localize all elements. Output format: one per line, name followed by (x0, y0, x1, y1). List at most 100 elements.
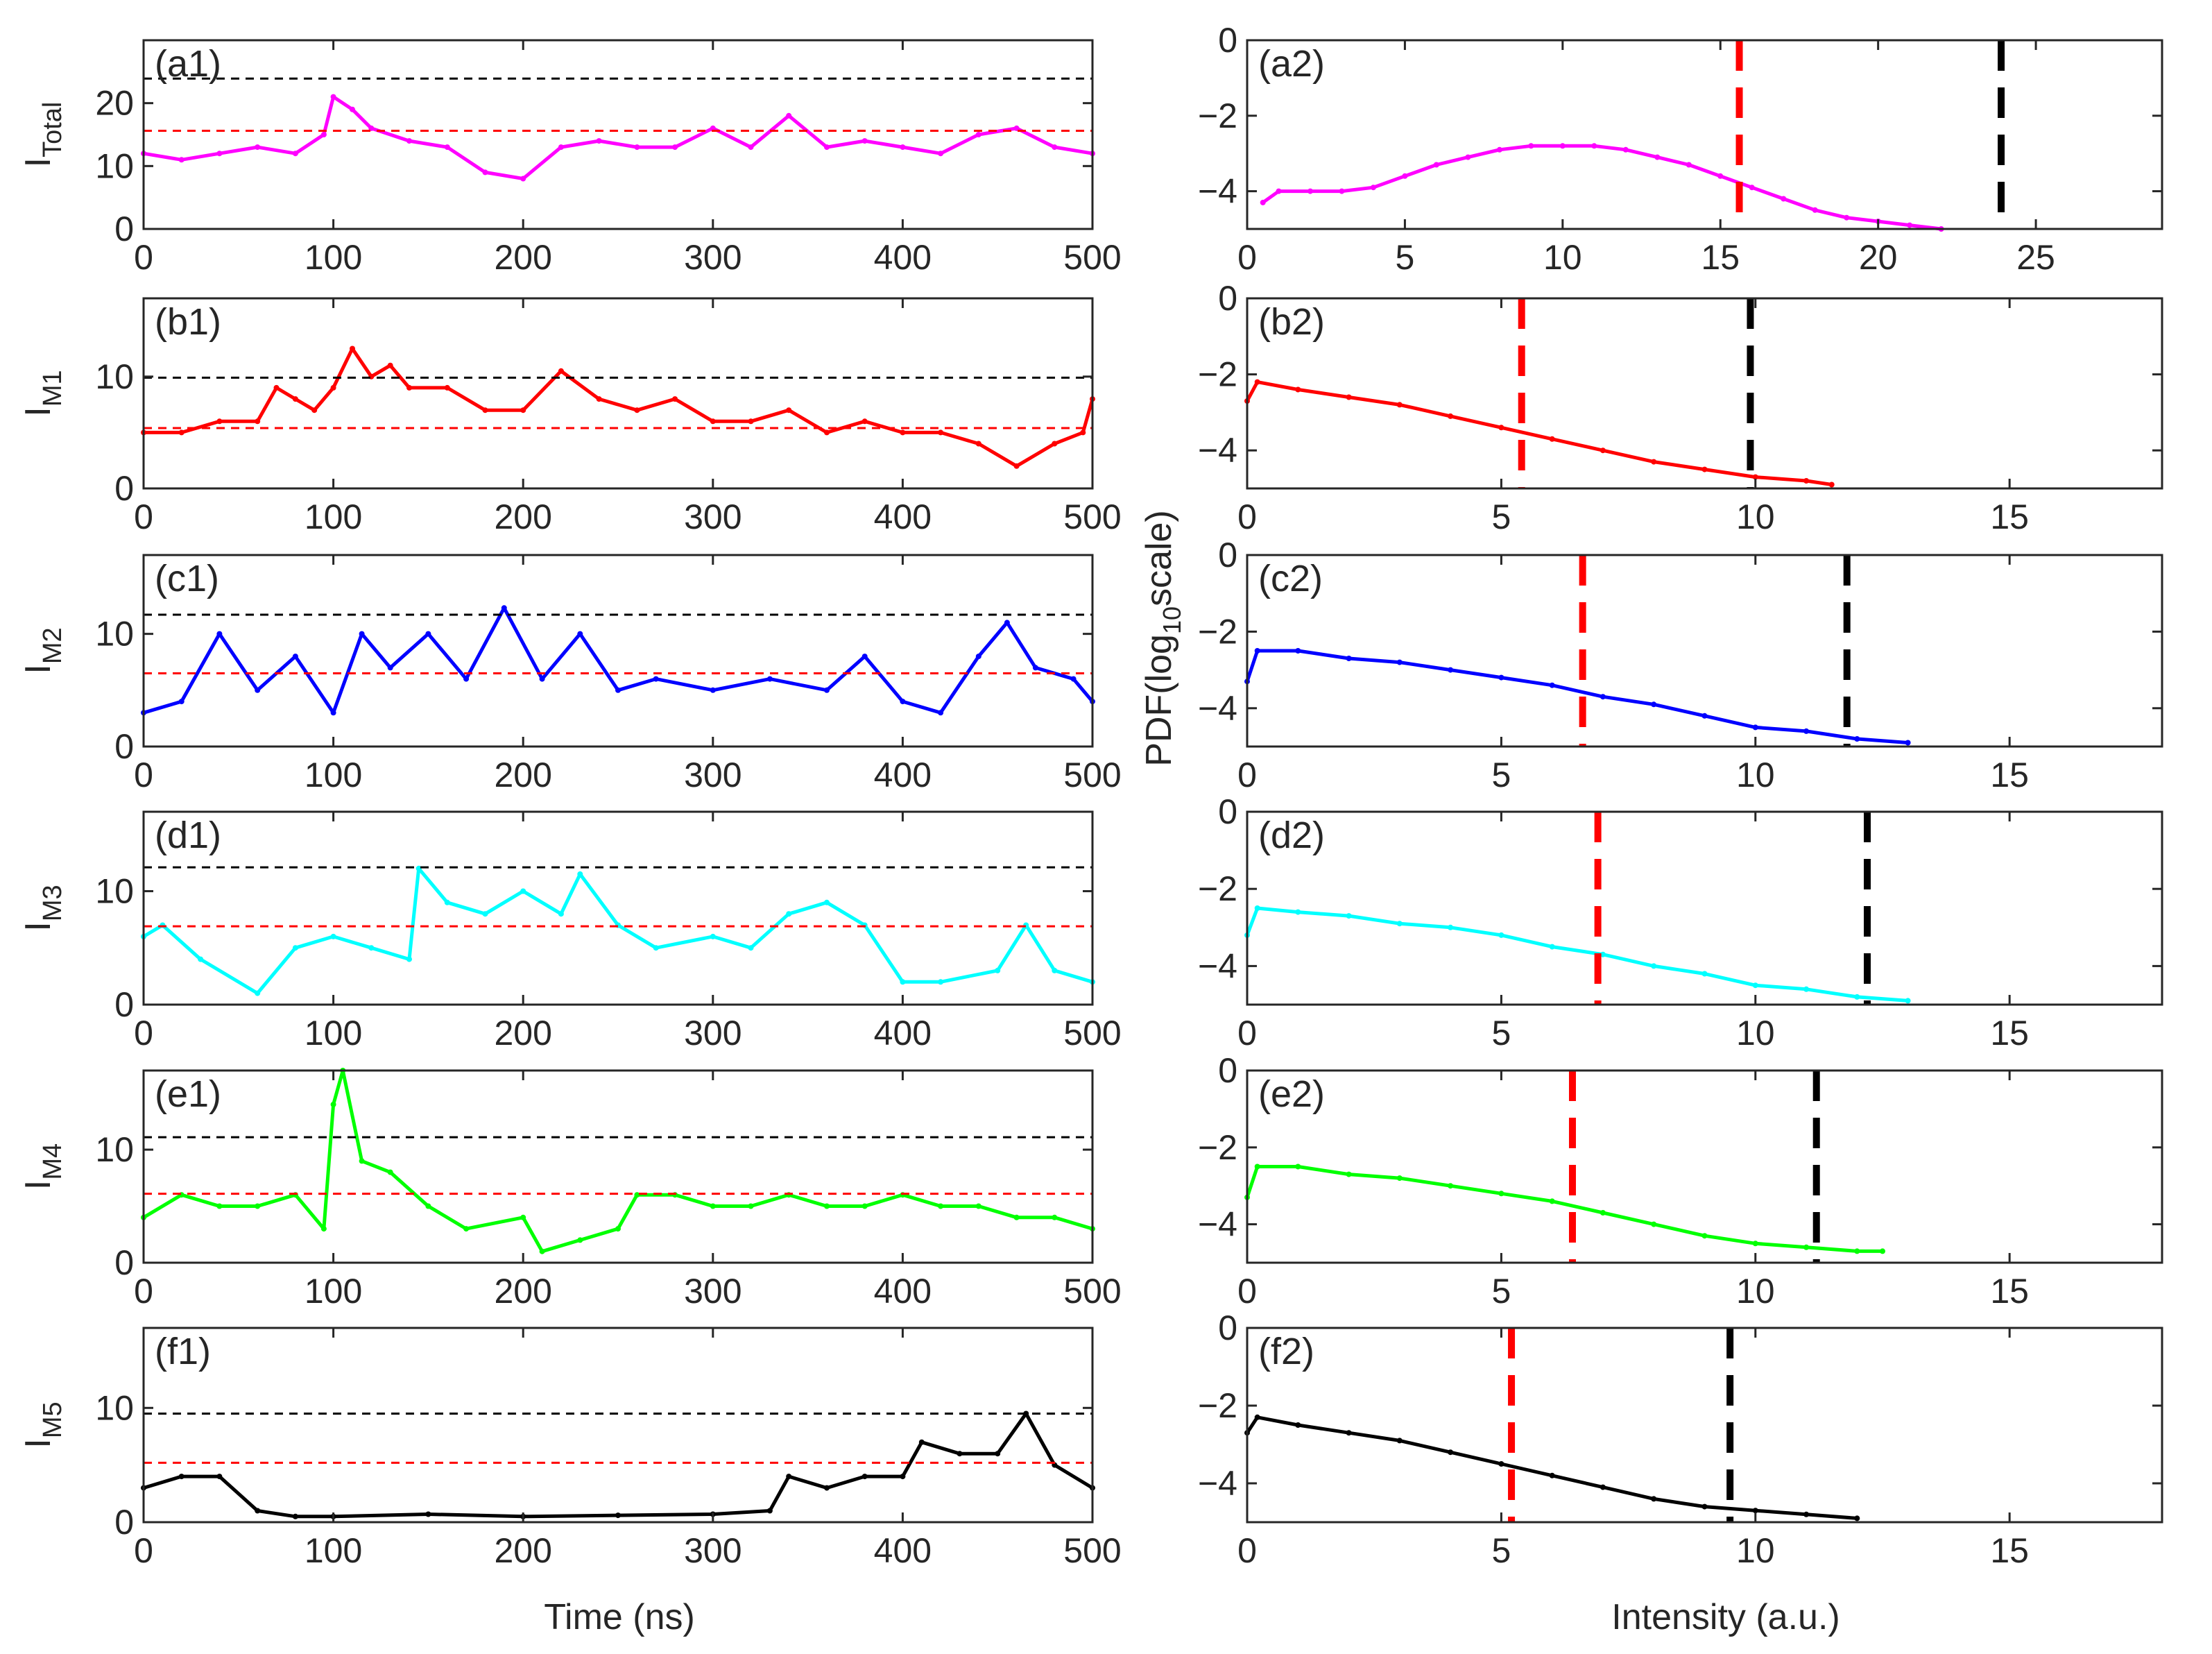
data-point-b1-18 (672, 396, 678, 402)
right-y-axis-title-tail: scale) (1139, 510, 1179, 606)
data-point-a1-15 (634, 144, 640, 151)
data-point-b1-15 (558, 368, 564, 374)
x-tick-label-a2-5: 25 (2016, 238, 2055, 277)
data-point-a2-7 (1465, 154, 1471, 160)
panel-b1: 0 100 200 300 400 500 0 10 (b1) IM1 (18, 297, 1122, 536)
data-point-e2-10 (1701, 1233, 1708, 1239)
panel-label-c1: (c1) (155, 558, 219, 599)
x-tick-label-b2-3: 15 (1990, 497, 2029, 536)
axes-box-b2 (1246, 297, 2163, 490)
data-point-c2-10 (1701, 713, 1708, 719)
plot-area-a1 (144, 40, 1092, 229)
data-point-a2-13 (1654, 154, 1661, 160)
data-point-c1-20 (938, 710, 944, 716)
data-point-b2-8 (1600, 447, 1606, 454)
data-point-b1-19 (710, 418, 716, 425)
panel-f2: 0 5 10 15 0 −2 −4 (f2) (1198, 1308, 2163, 1570)
data-point-e1-6 (330, 1101, 336, 1107)
x-tick-label-e2-0: 0 (1237, 1272, 1257, 1311)
y-axis-title-main-a1: I (18, 157, 58, 167)
data-point-b1-4 (273, 384, 280, 391)
data-point-c2-7 (1549, 682, 1555, 688)
data-point-a2-1 (1276, 188, 1282, 194)
data-point-b1-22 (824, 429, 830, 436)
data-point-a2-18 (1812, 207, 1818, 213)
data-point-c2-5 (1448, 667, 1454, 673)
y-tick-label-b1-1: 10 (95, 357, 134, 396)
panel-d1: 0 100 200 300 400 500 0 10 (d1) IM3 (18, 810, 1122, 1052)
axes-box-e2 (1246, 1069, 2163, 1264)
data-point-a2-21 (1907, 222, 1913, 228)
plot-area-e1 (144, 1071, 1092, 1263)
right-y-axis-title-main: PDF(log (1139, 634, 1179, 767)
data-point-c1-5 (330, 710, 336, 716)
data-point-a1-3 (255, 144, 261, 151)
data-point-d1-7 (406, 956, 412, 962)
data-point-a2-4 (1370, 185, 1376, 191)
panel-b2: 0 5 10 15 0 −2 −4 (b2) (1198, 279, 2163, 536)
axes-box-e1 (142, 1069, 1094, 1264)
panel-label-d1: (d1) (155, 815, 221, 856)
panel-a1: 0 100 200 300 400 500 0 10 20 (a1) ITotal (18, 39, 1122, 277)
plot-area-f1 (144, 1328, 1092, 1522)
axes-box-f2 (1246, 1327, 2163, 1524)
plot-area-c1 (144, 555, 1092, 747)
data-point-a2-11 (1591, 143, 1597, 149)
data-point-f1-11 (786, 1474, 792, 1480)
x-tick-label-e1-3: 300 (684, 1272, 741, 1311)
data-point-a1-5 (320, 132, 327, 137)
x-tick-label-a2-2: 10 (1543, 238, 1582, 277)
x-tick-label-f2-1: 5 (1491, 1531, 1511, 1570)
data-point-d2-10 (1701, 971, 1708, 977)
data-point-a1-23 (938, 151, 944, 157)
data-point-c1-23 (1032, 665, 1038, 671)
data-point-e2-12 (1803, 1244, 1810, 1250)
data-point-c2-2 (1295, 648, 1301, 654)
data-point-a2-9 (1528, 143, 1534, 149)
data-point-a1-18 (748, 144, 754, 151)
axes-box-d1 (142, 810, 1094, 1006)
data-point-f2-2 (1295, 1422, 1301, 1428)
data-point-c1-3 (255, 687, 261, 693)
y-tick-label-b2-0: 0 (1218, 279, 1237, 318)
data-point-a2-10 (1559, 143, 1566, 149)
data-point-c2-12 (1803, 728, 1810, 734)
x-tick-label-c1-1: 100 (305, 756, 362, 794)
x-tick-label-f1-1: 100 (305, 1531, 362, 1570)
series-line-b2 (1245, 380, 1833, 486)
data-point-e2-4 (1396, 1175, 1403, 1182)
x-tick-label-e2-2: 10 (1736, 1272, 1775, 1311)
plot-area-e2 (1247, 1071, 2162, 1263)
data-point-e1-3 (255, 1203, 261, 1209)
y-tick-label-a2-2: −4 (1198, 172, 1237, 211)
data-point-b1-14 (520, 407, 526, 414)
data-point-a1-26 (1052, 144, 1058, 151)
data-point-d1-12 (558, 911, 564, 917)
x-tick-label-b2-0: 0 (1237, 497, 1257, 536)
panel-label-d2: (d2) (1258, 815, 1325, 856)
x-tick-label-b2-1: 5 (1491, 497, 1511, 536)
panel-e2: 0 5 10 15 0 −2 −4 (e2) (1198, 1051, 2163, 1311)
data-point-e1-15 (615, 1226, 621, 1232)
data-point-e2-7 (1549, 1198, 1555, 1204)
axes-box-d2 (1246, 810, 2163, 1006)
plot-area-a2 (1247, 40, 2162, 229)
y-tick-label-c1-1: 10 (95, 615, 134, 654)
y-axis-title-main-e1: I (18, 1180, 58, 1190)
data-point-c2-11 (1752, 724, 1758, 731)
data-point-c1-1 (178, 699, 185, 705)
data-point-d2-6 (1498, 932, 1504, 938)
data-point-a1-16 (672, 144, 678, 151)
data-point-f1-12 (824, 1485, 830, 1491)
y-axis-title-sub-e1: M4 (38, 1143, 67, 1180)
panel-a2: 0 5 10 15 20 25 0 −2 −4 (a2) (1198, 21, 2163, 277)
x-tick-label-a1-2: 200 (494, 238, 551, 277)
x-tick-label-f1-2: 200 (494, 1531, 551, 1570)
x-tick-label-a2-4: 20 (1859, 238, 1898, 277)
data-point-a1-12 (520, 176, 526, 182)
y-axis-title-sub-c1: M2 (38, 627, 67, 664)
x-tick-label-a2-0: 0 (1237, 238, 1257, 277)
x-tick-label-a1-3: 300 (684, 238, 741, 277)
data-point-c1-22 (1004, 620, 1010, 626)
y-tick-label-c2-0: 0 (1218, 536, 1237, 574)
